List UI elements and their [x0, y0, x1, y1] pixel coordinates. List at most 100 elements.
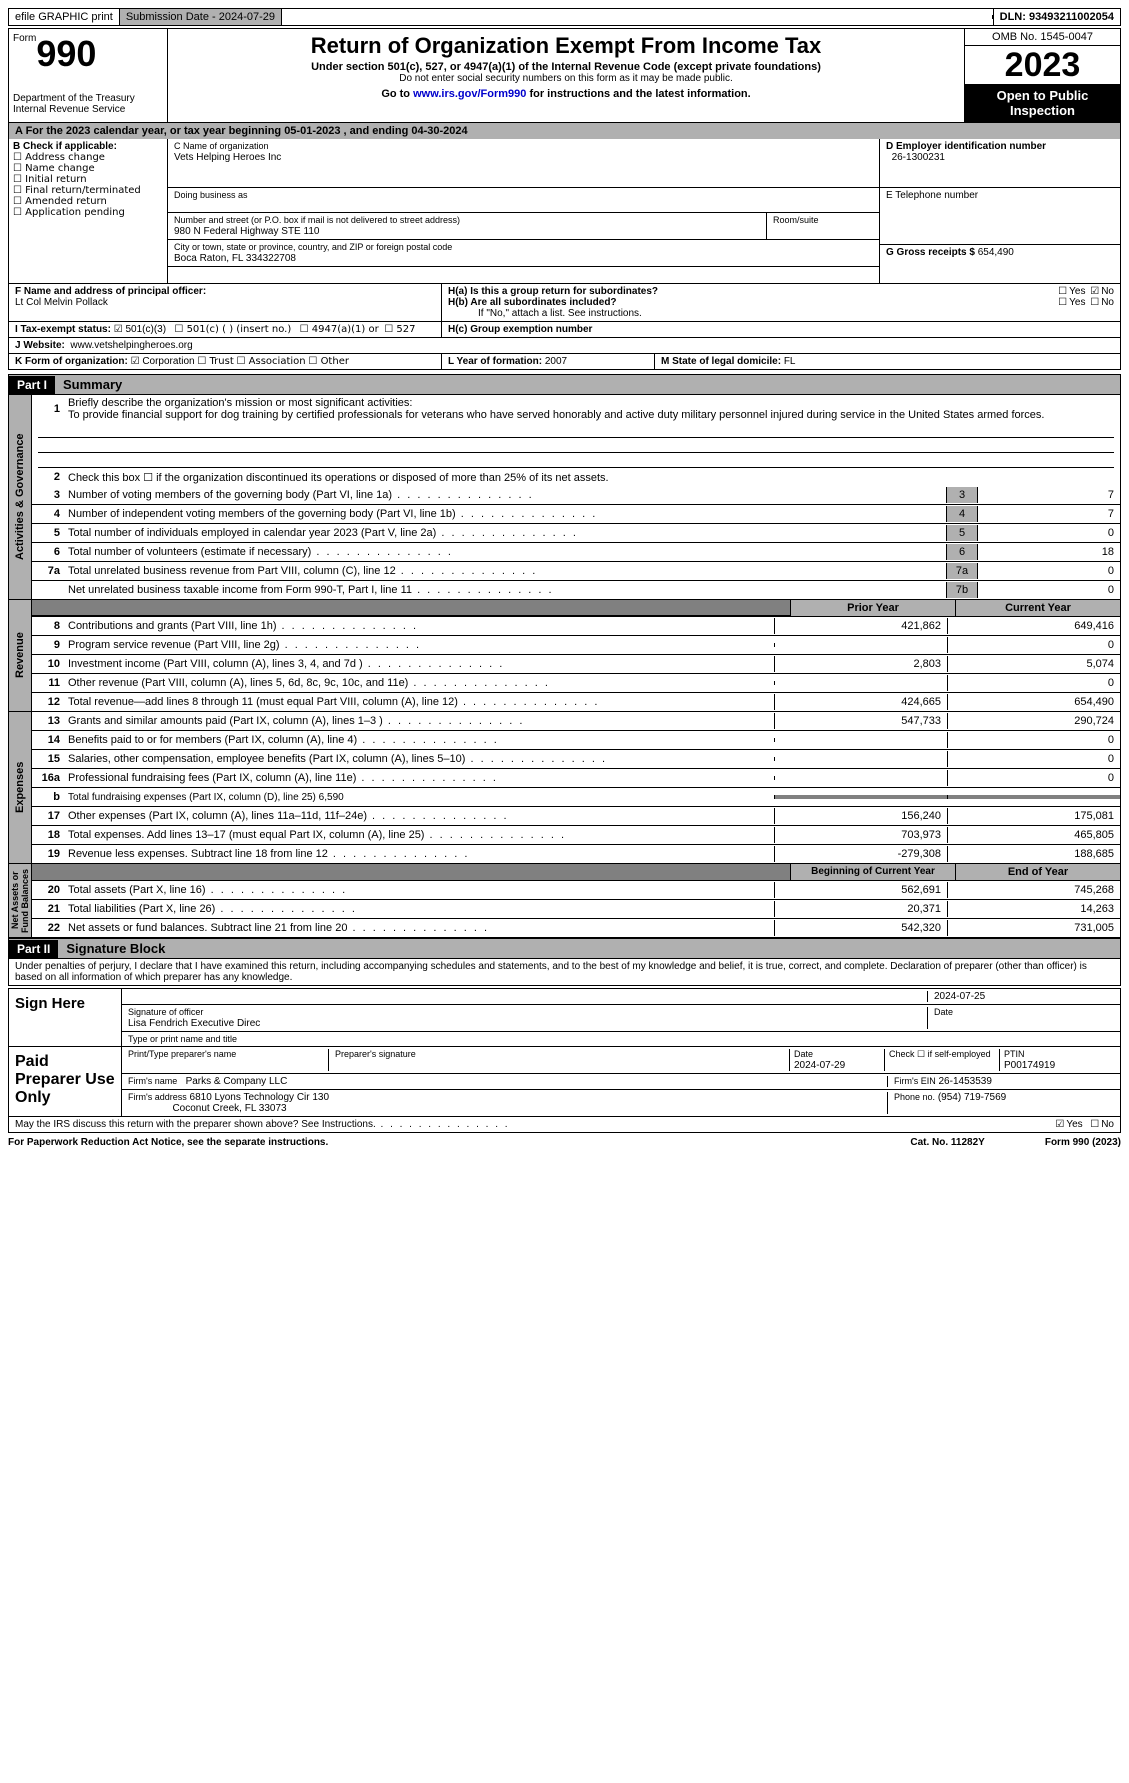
- cat-no: Cat. No. 11282Y: [910, 1137, 984, 1148]
- website-value: www.vetshelpingheroes.org: [70, 340, 192, 351]
- signature-section: Sign Here 2024-07-25 Signature of office…: [8, 988, 1121, 1117]
- prep-date-label: Date: [794, 1049, 813, 1059]
- prep-date: 2024-07-29: [794, 1060, 845, 1071]
- section-governance: Activities & Governance 1 Briefly descri…: [8, 395, 1121, 600]
- self-employed-check[interactable]: Check ☐ if self-employed: [885, 1049, 1000, 1071]
- firm-phone: (954) 719-7569: [938, 1092, 1006, 1103]
- fin-line: 18Total expenses. Add lines 13–17 (must …: [32, 826, 1120, 845]
- hc-label: H(c) Group exemption number: [448, 324, 592, 335]
- top-bar: efile GRAPHIC print Submission Date - 20…: [8, 8, 1121, 26]
- firm-name: Parks & Company LLC: [186, 1076, 288, 1087]
- check-other[interactable]: Other: [308, 356, 349, 367]
- addr-label: Number and street (or P.O. box if mail i…: [174, 215, 460, 225]
- firm-city: Coconut Creek, FL 33073: [172, 1103, 286, 1114]
- mid-info-grid: F Name and address of principal officer:…: [8, 284, 1121, 370]
- na-end-head: End of Year: [955, 864, 1120, 880]
- check-501c[interactable]: 501(c) ( ) (insert no.): [174, 324, 291, 335]
- domicile-state: FL: [784, 356, 796, 367]
- check-amended[interactable]: Amended return: [13, 196, 107, 207]
- fin-line: bTotal fundraising expenses (Part IX, co…: [32, 788, 1120, 807]
- fin-line: 9Program service revenue (Part VIII, lin…: [32, 636, 1120, 655]
- check-assoc[interactable]: Association: [237, 356, 306, 367]
- hb-yes[interactable]: [1056, 297, 1069, 308]
- fin-line: 17Other expenses (Part IX, column (A), l…: [32, 807, 1120, 826]
- check-pending[interactable]: Application pending: [13, 207, 125, 218]
- dln: DLN: 93493211002054: [993, 9, 1120, 25]
- check-527[interactable]: 527: [384, 324, 415, 335]
- form-footer: Form 990 (2023): [1045, 1137, 1121, 1148]
- check-final[interactable]: Final return/terminated: [13, 185, 141, 196]
- form-org-label: K Form of organization:: [15, 356, 128, 367]
- firm-name-label: Firm's name: [128, 1076, 177, 1086]
- submission-date: Submission Date - 2024-07-29: [120, 9, 282, 25]
- ein-label: D Employer identification number: [886, 141, 1046, 152]
- subtitle: Under section 501(c), 527, or 4947(a)(1)…: [176, 61, 956, 73]
- sig-type-label: Type or print name and title: [128, 1034, 237, 1044]
- fin-line: 16aProfessional fundraising fees (Part I…: [32, 769, 1120, 788]
- ha-yes[interactable]: [1056, 286, 1069, 297]
- line2-discontinued: Check this box ☐ if the organization dis…: [64, 469, 1120, 486]
- form-header: Form990 Department of the Treasury Inter…: [8, 28, 1121, 123]
- website-label: J Website:: [15, 340, 65, 351]
- open-public: Open to Public Inspection: [965, 84, 1120, 122]
- tab-expenses: Expenses: [9, 712, 32, 863]
- hb-note: If "No," attach a list. See instructions…: [448, 308, 1114, 319]
- part1-header: Part I: [9, 376, 55, 394]
- form-label: Form: [13, 33, 36, 44]
- fin-line: 12Total revenue—add lines 8 through 11 (…: [32, 693, 1120, 711]
- fin-line: 15Salaries, other compensation, employee…: [32, 750, 1120, 769]
- check-501c3[interactable]: 501(c)(3): [114, 324, 166, 335]
- gross-receipts: 654,490: [978, 247, 1014, 258]
- org-name: Vets Helping Heroes Inc: [174, 152, 281, 163]
- gov-line: 7aTotal unrelated business revenue from …: [32, 562, 1120, 581]
- paid-preparer-label: Paid Preparer Use Only: [9, 1047, 122, 1116]
- ssn-warning: Do not enter social security numbers on …: [176, 73, 956, 84]
- check-trust[interactable]: Trust: [197, 356, 233, 367]
- part2-header: Part II: [9, 940, 58, 958]
- discuss-no[interactable]: [1088, 1119, 1101, 1130]
- part1-bar: Part I Summary: [8, 374, 1121, 395]
- efile-print-button[interactable]: efile GRAPHIC print: [9, 9, 120, 25]
- gross-label: G Gross receipts $: [886, 247, 975, 258]
- room-label: Room/suite: [773, 215, 819, 225]
- street-address: 980 N Federal Highway STE 110: [174, 226, 319, 237]
- mission-text: To provide financial support for dog tra…: [68, 409, 1044, 421]
- hb-no[interactable]: [1088, 297, 1101, 308]
- revenue-head: Prior Year Current Year: [32, 600, 1120, 617]
- na-begin-head: Beginning of Current Year: [790, 864, 955, 880]
- irs-link[interactable]: www.irs.gov/Form990: [413, 88, 526, 100]
- sig-date: 2024-07-25: [927, 991, 1114, 1002]
- fin-line: 13Grants and similar amounts paid (Part …: [32, 712, 1120, 731]
- fin-line: 8Contributions and grants (Part VIII, li…: [32, 617, 1120, 636]
- ha-no[interactable]: [1088, 286, 1101, 297]
- tab-governance: Activities & Governance: [9, 395, 32, 599]
- firm-addr-label: Firm's address: [128, 1092, 187, 1102]
- entity-info-grid: B Check if applicable: Address change Na…: [8, 139, 1121, 284]
- tax-year: 2023: [965, 46, 1120, 84]
- perjury-declaration: Under penalties of perjury, I declare th…: [8, 959, 1121, 986]
- domicile-label: M State of legal domicile:: [661, 356, 781, 367]
- check-4947[interactable]: 4947(a)(1) or: [300, 324, 379, 335]
- fin-line: 11Other revenue (Part VIII, column (A), …: [32, 674, 1120, 693]
- fin-line: 21Total liabilities (Part X, line 26)20,…: [32, 900, 1120, 919]
- check-name[interactable]: Name change: [13, 163, 95, 174]
- part1-title: Summary: [55, 375, 130, 394]
- fin-line: 20Total assets (Part X, line 16)562,6917…: [32, 881, 1120, 900]
- part2-bar: Part II Signature Block: [8, 938, 1121, 959]
- tab-revenue: Revenue: [9, 600, 32, 711]
- city-label: City or town, state or province, country…: [174, 242, 452, 252]
- section-expenses: Expenses 13Grants and similar amounts pa…: [8, 712, 1121, 864]
- tax-status-label: I Tax-exempt status:: [15, 324, 111, 335]
- check-address[interactable]: Address change: [13, 152, 105, 163]
- officer-sig-name: Lisa Fendrich Executive Direc: [128, 1018, 260, 1029]
- fin-line: 10Investment income (Part VIII, column (…: [32, 655, 1120, 674]
- main-title: Return of Organization Exempt From Incom…: [176, 33, 956, 59]
- check-corp[interactable]: Corporation: [131, 356, 195, 367]
- section-netassets: Net Assets or Fund Balances Beginning of…: [8, 864, 1121, 938]
- discuss-yes[interactable]: [1053, 1119, 1066, 1130]
- pra-notice: For Paperwork Reduction Act Notice, see …: [8, 1137, 328, 1148]
- tel-label: E Telephone number: [886, 190, 978, 201]
- mission-label: Briefly describe the organization's miss…: [68, 397, 412, 409]
- check-initial[interactable]: Initial return: [13, 174, 87, 185]
- form-number: 990: [36, 33, 96, 74]
